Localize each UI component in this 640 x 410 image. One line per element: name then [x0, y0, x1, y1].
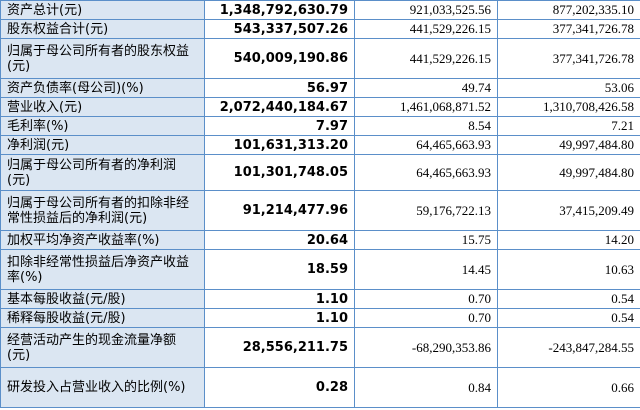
value-current-period: 540,009,190.86	[204, 38, 355, 79]
value-current-period: 20.64	[204, 230, 355, 250]
row-label: 归属于母公司所有者的股东权益(元)	[0, 38, 205, 79]
value-current-period: 28,556,211.75	[204, 327, 355, 368]
value-prior-period-2: -243,847,284.55	[497, 327, 640, 368]
value-current-period: 56.97	[204, 78, 355, 98]
value-prior-period-1: 15.75	[354, 230, 498, 250]
table-row: 归属于母公司所有者的股东权益(元) 540,009,190.86 441,529…	[0, 38, 640, 79]
value-prior-period-1: 59,176,722.13	[354, 190, 498, 231]
value-current-period: 543,337,507.26	[204, 19, 355, 39]
value-current-period: 1.10	[204, 308, 355, 328]
value-prior-period-2: 377,341,726.78	[497, 38, 640, 79]
row-label: 资产负债率(母公司)(%)	[0, 78, 205, 98]
value-current-period: 101,631,313.20	[204, 135, 355, 155]
value-current-period: 1.10	[204, 289, 355, 309]
table-row: 资产负债率(母公司)(%) 56.97 49.74 53.06	[0, 78, 640, 98]
value-prior-period-2: 7.21	[497, 116, 640, 136]
value-prior-period-1: 14.45	[354, 249, 498, 290]
value-prior-period-1: 921,033,525.56	[354, 0, 498, 20]
value-current-period: 101,301,748.05	[204, 154, 355, 191]
value-current-period: 18.59	[204, 249, 355, 290]
value-prior-period-2: 49,997,484.80	[497, 135, 640, 155]
table-row: 净利润(元) 101,631,313.20 64,465,663.93 49,9…	[0, 135, 640, 155]
value-prior-period-1: -68,290,353.86	[354, 327, 498, 368]
value-current-period: 2,072,440,184.67	[204, 97, 355, 117]
value-prior-period-1: 0.70	[354, 289, 498, 309]
value-prior-period-1: 49.74	[354, 78, 498, 98]
value-prior-period-2: 1,310,708,426.58	[497, 97, 640, 117]
table-row: 股东权益合计(元) 543,337,507.26 441,529,226.15 …	[0, 19, 640, 39]
value-current-period: 0.28	[204, 367, 355, 408]
value-prior-period-2: 53.06	[497, 78, 640, 98]
row-label: 基本每股收益(元/股)	[0, 289, 205, 309]
table-row: 资产总计(元) 1,348,792,630.79 921,033,525.56 …	[0, 0, 640, 20]
value-current-period: 91,214,477.96	[204, 190, 355, 231]
value-current-period: 7.97	[204, 116, 355, 136]
table-row: 经营活动产生的现金流量净额(元) 28,556,211.75 -68,290,3…	[0, 327, 640, 368]
value-prior-period-1: 8.54	[354, 116, 498, 136]
value-prior-period-1: 441,529,226.15	[354, 19, 498, 39]
row-label: 经营活动产生的现金流量净额(元)	[0, 327, 205, 368]
value-prior-period-2: 377,341,726.78	[497, 19, 640, 39]
value-prior-period-1: 1,461,068,871.52	[354, 97, 498, 117]
value-prior-period-2: 37,415,209.49	[497, 190, 640, 231]
row-label: 净利润(元)	[0, 135, 205, 155]
table-row: 加权平均净资产收益率(%) 20.64 15.75 14.20	[0, 230, 640, 250]
table-row: 研发投入占营业收入的比例(%) 0.28 0.84 0.66	[0, 367, 640, 408]
value-prior-period-2: 14.20	[497, 230, 640, 250]
value-prior-period-2: 10.63	[497, 249, 640, 290]
row-label: 加权平均净资产收益率(%)	[0, 230, 205, 250]
table-row: 毛利率(%) 7.97 8.54 7.21	[0, 116, 640, 136]
table-row: 扣除非经常性损益后净资产收益率(%) 18.59 14.45 10.63	[0, 249, 640, 290]
value-prior-period-2: 0.66	[497, 367, 640, 408]
value-prior-period-1: 0.70	[354, 308, 498, 328]
table-row: 稀释每股收益(元/股) 1.10 0.70 0.54	[0, 308, 640, 328]
value-prior-period-1: 441,529,226.15	[354, 38, 498, 79]
table-row: 营业收入(元) 2,072,440,184.67 1,461,068,871.5…	[0, 97, 640, 117]
row-label: 归属于母公司所有者的扣除非经常性损益后的净利润(元)	[0, 190, 205, 231]
value-prior-period-1: 64,465,663.93	[354, 135, 498, 155]
value-prior-period-2: 877,202,335.10	[497, 0, 640, 20]
value-prior-period-1: 64,465,663.93	[354, 154, 498, 191]
value-prior-period-2: 0.54	[497, 308, 640, 328]
table-row: 基本每股收益(元/股) 1.10 0.70 0.54	[0, 289, 640, 309]
value-prior-period-1: 0.84	[354, 367, 498, 408]
value-prior-period-2: 49,997,484.80	[497, 154, 640, 191]
value-prior-period-2: 0.54	[497, 289, 640, 309]
table-row: 归属于母公司所有者的净利润(元) 101,301,748.05 64,465,6…	[0, 154, 640, 191]
value-current-period: 1,348,792,630.79	[204, 0, 355, 20]
row-label: 归属于母公司所有者的净利润(元)	[0, 154, 205, 191]
table-row: 归属于母公司所有者的扣除非经常性损益后的净利润(元) 91,214,477.96…	[0, 190, 640, 231]
row-label: 研发投入占营业收入的比例(%)	[0, 367, 205, 408]
row-label: 稀释每股收益(元/股)	[0, 308, 205, 328]
row-label: 毛利率(%)	[0, 116, 205, 136]
row-label: 营业收入(元)	[0, 97, 205, 117]
row-label: 扣除非经常性损益后净资产收益率(%)	[0, 249, 205, 290]
row-label: 资产总计(元)	[0, 0, 205, 20]
row-label: 股东权益合计(元)	[0, 19, 205, 39]
